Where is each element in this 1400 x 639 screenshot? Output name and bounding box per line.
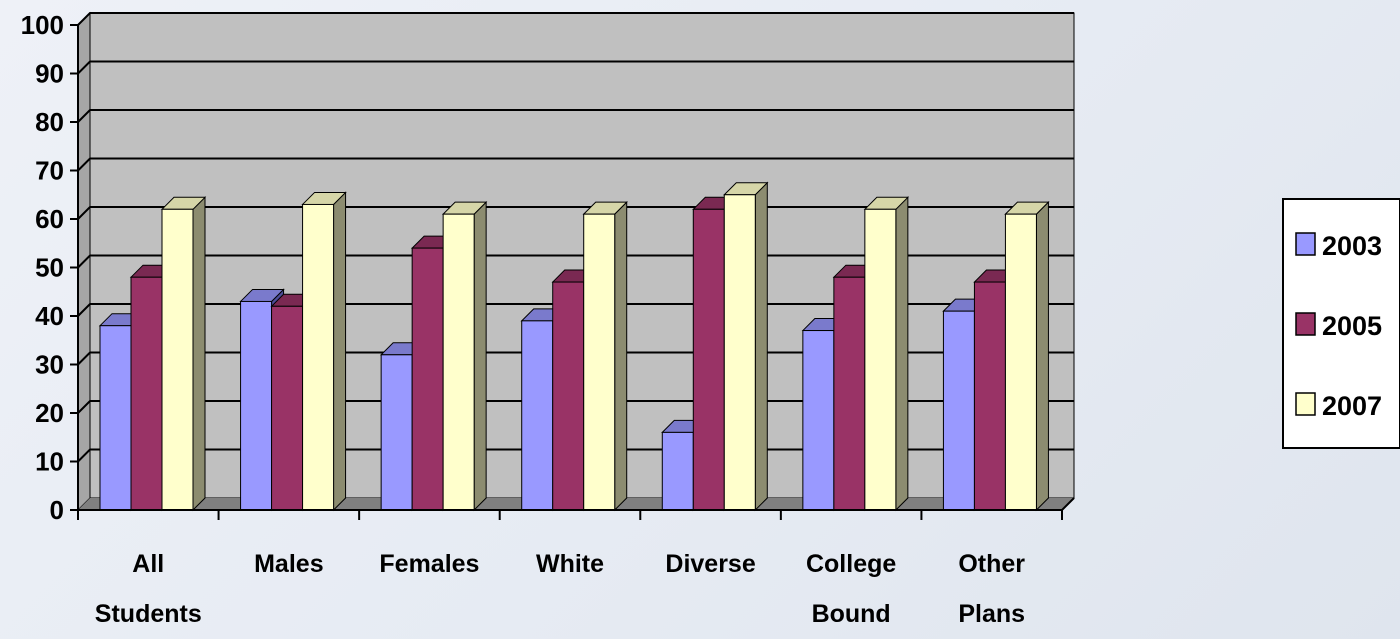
bar-2005 — [833, 276, 866, 511]
x-category-label: Bound — [812, 600, 891, 628]
y-tick-label: 60 — [35, 204, 64, 234]
gridline — [77, 157, 1074, 172]
bar-2007 — [1004, 213, 1037, 511]
x-category-label: Males — [254, 550, 323, 578]
bar-side — [754, 181, 768, 512]
y-axis: 0 10 20 30 40 50 60 70 80 90 100 — [21, 10, 79, 525]
bar-2005 — [692, 208, 725, 511]
bars — [98, 181, 1050, 512]
bar-side — [333, 191, 347, 512]
bar-group — [942, 200, 1050, 512]
bar-2005 — [130, 276, 163, 511]
bar-2007 — [864, 208, 897, 511]
bar-2003 — [521, 320, 554, 511]
y-tick-label: 70 — [35, 156, 64, 186]
y-tick-label: 10 — [35, 447, 64, 477]
bar-2005 — [271, 305, 304, 511]
bar-2005 — [411, 247, 444, 511]
x-category-label: White — [536, 550, 604, 578]
bar-2003 — [802, 330, 835, 511]
gridline — [77, 60, 1074, 75]
bar-group — [239, 191, 347, 512]
y-tick-label: 20 — [35, 398, 64, 428]
y-tick-label: 0 — [50, 495, 64, 525]
y-tick-label: 80 — [35, 107, 64, 137]
legend-swatch-2003 — [1295, 232, 1316, 256]
bar-side — [192, 196, 206, 512]
bar-2003 — [99, 325, 132, 511]
bar-2003 — [380, 354, 413, 511]
legend: 2003 2005 2007 — [1282, 198, 1400, 449]
legend-swatch-2007 — [1295, 392, 1316, 416]
bar-side — [614, 200, 628, 512]
bar-group — [661, 181, 769, 512]
x-category-label: College — [806, 550, 896, 578]
legend-label-2007: 2007 — [1322, 391, 1382, 421]
x-category-label: Plans — [958, 600, 1025, 628]
bar-2003 — [942, 310, 975, 511]
x-category-label: Females — [379, 550, 479, 578]
bar-2007 — [302, 203, 335, 511]
x-category-label: All — [132, 550, 164, 578]
bar-2005 — [552, 281, 585, 511]
legend-label-2003: 2003 — [1322, 231, 1382, 261]
y-tick-label: 100 — [21, 10, 64, 40]
bar-2003 — [240, 300, 273, 511]
x-category-label: Diverse — [665, 550, 755, 578]
bar-2007 — [442, 213, 475, 511]
gridline — [77, 109, 1074, 123]
bar-2007 — [723, 194, 756, 511]
legend-swatch-2005 — [1295, 312, 1316, 336]
bar-2003 — [661, 431, 694, 511]
gridline — [77, 12, 1074, 26]
x-axis: All Students Males Females White Diverse Colle… — [77, 497, 1075, 628]
y-tick-label: 90 — [35, 59, 64, 89]
y-tick-label: 50 — [35, 253, 64, 283]
bar-side — [473, 200, 487, 512]
bar-2007 — [161, 208, 194, 511]
y-tick-label: 40 — [35, 301, 64, 331]
x-category-label: Other — [958, 550, 1025, 578]
x-category-label: Students — [95, 600, 202, 628]
bar-group — [801, 196, 910, 512]
bar-group — [98, 196, 207, 512]
bar-group — [379, 200, 488, 512]
bar-side — [895, 196, 909, 512]
bar-2007 — [583, 213, 616, 511]
bar-side — [1035, 200, 1049, 512]
y-tick-label: 30 — [35, 350, 64, 380]
legend-label-2005: 2005 — [1322, 311, 1382, 341]
bar-2005 — [973, 281, 1006, 511]
